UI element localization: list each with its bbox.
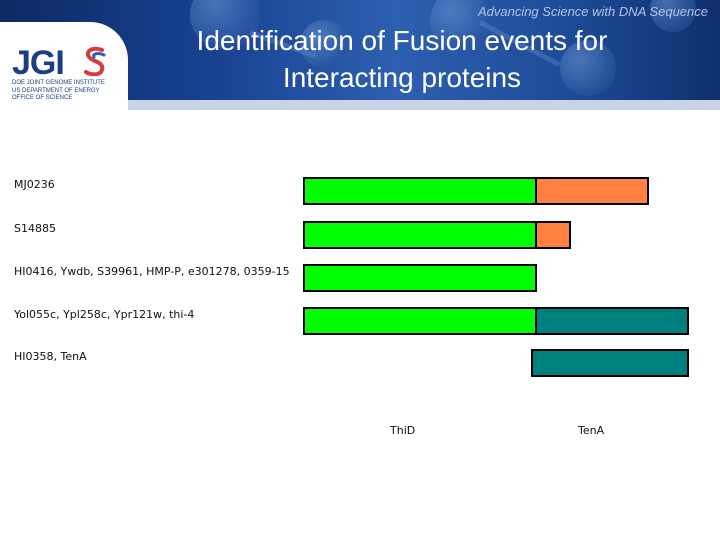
thid-domain-segment <box>305 309 535 333</box>
protein-label: MJ0236 <box>14 178 55 191</box>
protein-bar <box>303 307 689 335</box>
protein-bar <box>303 177 649 205</box>
page-title-line: Interacting proteins <box>282 62 522 93</box>
logo-text-line: OFFICE OF SCIENCE <box>12 95 73 101</box>
domain-label-tena: TenA <box>578 424 605 437</box>
tena-fused-segment <box>535 223 569 247</box>
protein-bar <box>303 264 537 292</box>
protein-label: S14885 <box>14 222 56 235</box>
logo-panel <box>0 22 128 110</box>
logo-text-line: US DEPARTMENT OF ENERGY <box>12 88 100 94</box>
domain-label-thid: ThiD <box>390 424 416 437</box>
header-tagline: Advancing Science with DNA Sequence <box>477 4 708 19</box>
page-title: Identification of Fusion events for Inte… <box>132 22 672 96</box>
jgi-logo-mark: JGI <box>12 44 65 82</box>
protein-label: HI0358, TenA <box>14 350 87 363</box>
tena-domain-segment <box>535 309 687 333</box>
logo-text-line: DOE JOINT GENOME INSTITUTE <box>12 80 105 86</box>
tena-domain-segment <box>533 351 687 375</box>
header-divider <box>0 100 720 110</box>
protein-label: HI0416, Ywdb, S39961, HMP-P, e301278, 03… <box>14 265 290 278</box>
thid-domain-segment <box>305 266 535 290</box>
jgi-s-icon <box>84 46 106 76</box>
thid-domain-segment <box>305 179 535 203</box>
page-title-line: Identification of Fusion events for <box>196 25 608 56</box>
protein-label: Yol055c, Ypl258c, Ypr121w, thi-4 <box>14 308 195 321</box>
molecule-decoration <box>560 40 616 96</box>
protein-bar <box>531 349 689 377</box>
tena-fused-segment <box>535 179 647 203</box>
thid-domain-segment <box>305 223 535 247</box>
molecule-decoration <box>430 0 490 50</box>
protein-bar <box>303 221 571 249</box>
molecule-decoration <box>300 20 348 68</box>
